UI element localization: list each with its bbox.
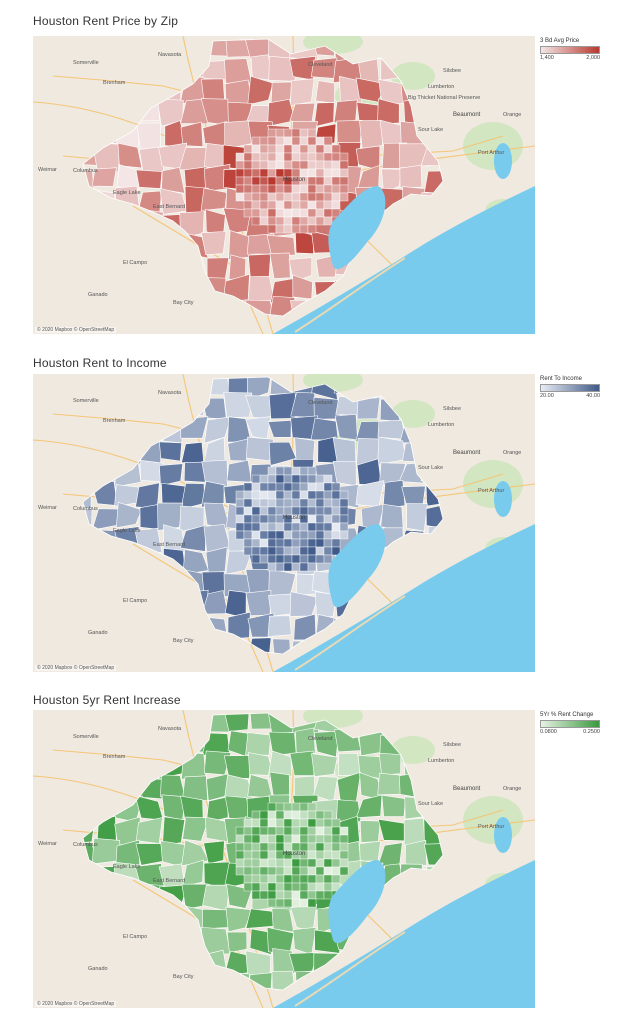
place-label-big-thicket: Big Thicket National Preserve xyxy=(408,95,480,101)
place-label-bay-city: Bay City xyxy=(173,638,194,644)
legend-color-ramp xyxy=(540,720,600,728)
place-label-el-campo: El Campo xyxy=(123,260,147,266)
place-label-houston: Houston xyxy=(283,177,305,183)
map-canvas-rent-income[interactable]: Navasota Somerville Brenham Weimar Columbus E… xyxy=(33,374,535,672)
place-label-columbus: Columbus xyxy=(73,506,98,512)
map-title-rent-income: Houston Rent to Income xyxy=(33,356,167,370)
place-label-beaumont: Beaumont xyxy=(453,112,481,118)
place-label-orange: Orange xyxy=(503,450,521,456)
legend-color-ramp xyxy=(540,384,600,392)
place-label-ganado: Ganado xyxy=(88,630,108,636)
place-label-bay-city: Bay City xyxy=(173,974,194,980)
place-label-lumberton: Lumberton xyxy=(428,758,454,764)
place-label-cleveland: Cleveland xyxy=(308,736,332,742)
map-title-rent-price: Houston Rent Price by Zip xyxy=(33,14,179,28)
place-label-lumberton: Lumberton xyxy=(428,422,454,428)
place-label-east-bernard: East Bernard xyxy=(153,204,185,210)
place-label-eagle-lake: Eagle Lake xyxy=(113,528,141,534)
place-label-bay-city: Bay City xyxy=(173,300,194,306)
place-label-sour-lake: Sour Lake xyxy=(418,801,443,807)
legend-min-label: 20.00 xyxy=(540,393,554,399)
place-label-orange: Orange xyxy=(503,786,521,792)
place-label-sour-lake: Sour Lake xyxy=(418,465,443,471)
map-canvas-rent-price[interactable]: Navasota Somerville Brenham Weimar Columbus E… xyxy=(33,36,535,334)
place-label-navasota: Navasota xyxy=(158,52,182,58)
place-label-weimar: Weimar xyxy=(38,841,57,847)
place-label-port-arthur: Port Arthur xyxy=(478,150,504,156)
place-label-cleveland: Cleveland xyxy=(308,62,332,68)
place-label-east-bernard: East Bernard xyxy=(153,542,185,548)
map-rent-income[interactable]: Navasota Somerville Brenham Weimar Columbus E… xyxy=(33,374,535,672)
place-label-columbus: Columbus xyxy=(73,842,98,848)
place-label-lumberton: Lumberton xyxy=(428,84,454,90)
place-label-somerville: Somerville xyxy=(73,60,99,66)
legend-rent-income: Rent To Income 20.00 40.00 xyxy=(540,376,602,399)
place-label-ganado: Ganado xyxy=(88,966,108,972)
place-label-ganado: Ganado xyxy=(88,292,108,298)
legend-color-ramp xyxy=(540,46,600,54)
place-label-beaumont: Beaumont xyxy=(453,786,481,792)
place-label-silsbee: Silsbee xyxy=(443,68,461,74)
legend-rent-price: 3 Bd Avg Price 1,400 2,000 xyxy=(540,38,602,61)
legend-max-label: 2,000 xyxy=(586,55,600,61)
place-label-weimar: Weimar xyxy=(38,505,57,511)
map-rent-increase[interactable]: Navasota Somerville Brenham Weimar Columbus E… xyxy=(33,710,535,1008)
place-label-eagle-lake: Eagle Lake xyxy=(113,864,141,870)
legend-rent-increase: 5Yr % Rent Change 0.0800 0.2500 xyxy=(540,712,602,735)
place-label-brenham: Brenham xyxy=(103,754,126,760)
place-label-el-campo: El Campo xyxy=(123,934,147,940)
place-label-east-bernard: East Bernard xyxy=(153,878,185,884)
legend-title: 3 Bd Avg Price xyxy=(540,38,580,44)
place-label-orange: Orange xyxy=(503,112,521,118)
place-label-somerville: Somerville xyxy=(73,734,99,740)
place-label-navasota: Navasota xyxy=(158,390,182,396)
place-label-silsbee: Silsbee xyxy=(443,742,461,748)
place-label-beaumont: Beaumont xyxy=(453,450,481,456)
legend-min-label: 0.0800 xyxy=(540,729,557,735)
place-label-port-arthur: Port Arthur xyxy=(478,488,504,494)
map-attribution[interactable]: © 2020 Mapbox © OpenStreetMap xyxy=(35,1001,117,1007)
place-label-somerville: Somerville xyxy=(73,398,99,404)
place-label-weimar: Weimar xyxy=(38,167,57,173)
place-label-sour-lake: Sour Lake xyxy=(418,127,443,133)
place-label-houston: Houston xyxy=(283,515,305,521)
map-rent-price[interactable]: Navasota Somerville Brenham Weimar Columbus E… xyxy=(33,36,535,334)
place-label-brenham: Brenham xyxy=(103,418,126,424)
place-label-houston: Houston xyxy=(283,851,305,857)
place-label-eagle-lake: Eagle Lake xyxy=(113,190,141,196)
legend-max-label: 0.2500 xyxy=(583,729,600,735)
place-label-el-campo: El Campo xyxy=(123,598,147,604)
map-attribution[interactable]: © 2020 Mapbox © OpenStreetMap xyxy=(35,327,117,333)
place-label-cleveland: Cleveland xyxy=(308,400,332,406)
place-label-silsbee: Silsbee xyxy=(443,406,461,412)
legend-title: Rent To Income xyxy=(540,376,582,382)
place-label-navasota: Navasota xyxy=(158,726,182,732)
legend-max-label: 40.00 xyxy=(586,393,600,399)
legend-min-label: 1,400 xyxy=(540,55,554,61)
map-title-rent-increase: Houston 5yr Rent Increase xyxy=(33,693,181,707)
map-attribution[interactable]: © 2020 Mapbox © OpenStreetMap xyxy=(35,665,117,671)
legend-title: 5Yr % Rent Change xyxy=(540,712,594,718)
map-canvas-rent-increase[interactable]: Navasota Somerville Brenham Weimar Columbus E… xyxy=(33,710,535,1008)
place-label-columbus: Columbus xyxy=(73,168,98,174)
place-label-brenham: Brenham xyxy=(103,80,126,86)
place-label-port-arthur: Port Arthur xyxy=(478,824,504,830)
